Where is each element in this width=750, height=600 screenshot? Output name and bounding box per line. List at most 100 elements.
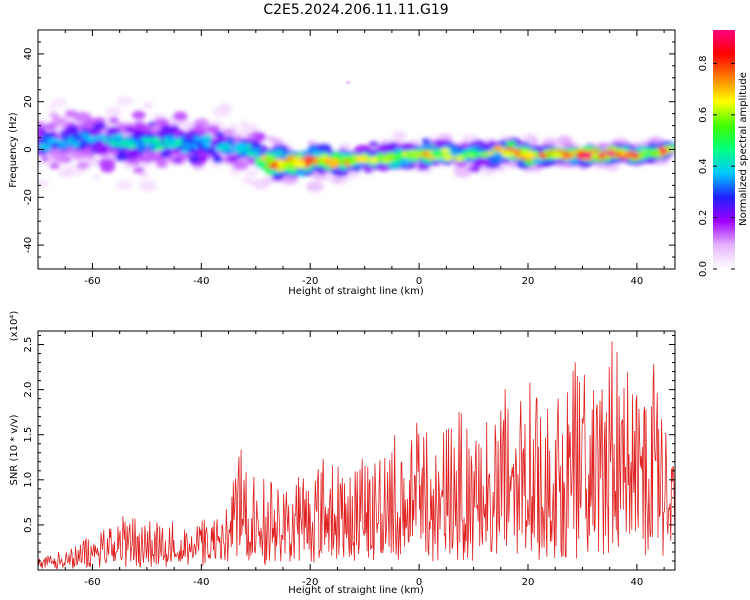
heatmap-cell xyxy=(347,159,358,166)
heatmap-cell xyxy=(205,137,212,142)
x-tick-label: 40 xyxy=(631,577,644,588)
y-tick-label: 20 xyxy=(23,95,34,108)
heatmap-cell xyxy=(345,80,352,85)
y-tick-label: 2.0 xyxy=(23,382,34,398)
heatmap-cell xyxy=(166,136,177,143)
heatmap-cell xyxy=(306,181,324,193)
heatmap-cell xyxy=(62,137,69,141)
heatmap-cell xyxy=(344,155,353,160)
colorbar-tick-label: 0.2 xyxy=(698,210,709,226)
heatmap-cell xyxy=(138,180,158,192)
heatmap-cell xyxy=(100,163,115,173)
heatmap-cell xyxy=(501,150,513,158)
snr-x-axis-label: Height of straight line (km) xyxy=(288,585,424,596)
heatmap-cell xyxy=(235,148,243,154)
heatmap-cell xyxy=(115,152,129,162)
heatmap-cell xyxy=(271,150,284,158)
heatmap-cell xyxy=(245,169,257,177)
heatmap-cell xyxy=(98,146,109,154)
heatmap-cell xyxy=(401,151,409,156)
heatmap-cell xyxy=(106,126,121,136)
x-tick-label: -60 xyxy=(84,276,100,287)
colorbar-scale xyxy=(713,30,735,269)
heatmap-cell xyxy=(206,124,220,134)
heatmap-cell xyxy=(180,148,189,154)
heatmap-cell xyxy=(391,131,407,141)
heatmap-cell xyxy=(305,157,312,162)
snr-y-multiplier: (x10⁴) xyxy=(9,311,20,342)
heatmap-cell xyxy=(173,112,188,122)
heatmap-cell xyxy=(605,149,616,157)
heatmap-cell xyxy=(288,168,298,175)
heatmap-cell xyxy=(76,161,90,170)
y-tick-label: 0.5 xyxy=(23,517,34,533)
heatmap-cell xyxy=(212,106,231,118)
heatmap-cell xyxy=(142,102,154,109)
heatmap-cell xyxy=(523,151,536,159)
heatmap-cell xyxy=(233,142,246,150)
heatmap-cell xyxy=(155,160,169,169)
heatmap-cell xyxy=(410,151,420,157)
heatmap-cell xyxy=(293,160,306,168)
heatmap-cell xyxy=(496,165,506,172)
heatmap-cell xyxy=(232,160,249,171)
heatmap-cell xyxy=(245,134,255,141)
heatmap-cell xyxy=(123,138,135,146)
x-tick-label: -40 xyxy=(193,276,209,287)
heatmap-cell xyxy=(173,139,183,146)
heatmap-cell xyxy=(285,161,296,169)
heatmap-cell xyxy=(105,106,123,118)
heatmap-cell xyxy=(542,149,551,155)
heatmap-cell xyxy=(241,176,252,183)
heatmap-cell xyxy=(198,154,210,162)
heatmap-cell xyxy=(148,144,157,150)
heatmap-cell xyxy=(135,145,148,153)
heatmap-cell xyxy=(78,142,87,149)
heatmap-cell xyxy=(63,157,72,163)
heatmap-cell xyxy=(38,138,47,144)
colorbar-tick-label: 0.0 xyxy=(698,261,709,277)
heatmap-cell xyxy=(114,133,125,139)
heatmap-cell xyxy=(531,139,539,144)
spectrogram-y-ticks: -40 -20 0 20 40 xyxy=(23,29,675,270)
heatmap-cell xyxy=(94,122,107,130)
heatmap-cell xyxy=(443,154,454,162)
x-tick-label: 40 xyxy=(631,276,644,287)
heatmap-cell xyxy=(330,159,339,165)
heatmap-cell xyxy=(133,166,145,174)
heatmap-cell xyxy=(64,109,78,119)
heatmap-cell xyxy=(92,175,101,180)
heatmap-cell xyxy=(41,156,49,162)
heatmap-cell xyxy=(131,110,146,120)
heatmap-cell xyxy=(185,137,196,145)
heatmap-cell xyxy=(362,157,370,163)
y-tick-label: -20 xyxy=(23,189,34,205)
heatmap-cell xyxy=(116,122,126,129)
heatmap-cell xyxy=(174,157,182,163)
heatmap-cell xyxy=(265,135,277,143)
heatmap-cell xyxy=(368,141,379,148)
heatmap-cell xyxy=(70,139,79,145)
heatmap-cell xyxy=(145,154,158,162)
heatmap-cell xyxy=(583,153,593,160)
spectrogram-x-ticks: -60 -40 -20 0 20 40 xyxy=(37,30,665,287)
heatmap-cell xyxy=(479,151,490,158)
heatmap-cell xyxy=(431,150,443,158)
heatmap-cell xyxy=(648,148,661,157)
y-tick-label: 0 xyxy=(23,146,34,152)
heatmap-cell xyxy=(242,148,249,153)
heatmap-cell xyxy=(637,150,648,157)
y-tick-label: 2.5 xyxy=(23,337,34,353)
x-tick-label: 0 xyxy=(416,577,422,588)
heatmap-cell xyxy=(228,123,239,130)
heatmap-cell xyxy=(134,139,146,146)
heatmap-cell xyxy=(265,155,277,163)
heatmap-cell xyxy=(212,156,224,164)
heatmap-cell xyxy=(569,151,577,156)
heatmap-cell xyxy=(50,97,67,108)
colorbar-label: Normalized spectral amplitude xyxy=(738,72,749,226)
heatmap-cell xyxy=(38,143,49,150)
x-tick-label: 20 xyxy=(522,276,535,287)
x-tick-label: 20 xyxy=(522,577,535,588)
